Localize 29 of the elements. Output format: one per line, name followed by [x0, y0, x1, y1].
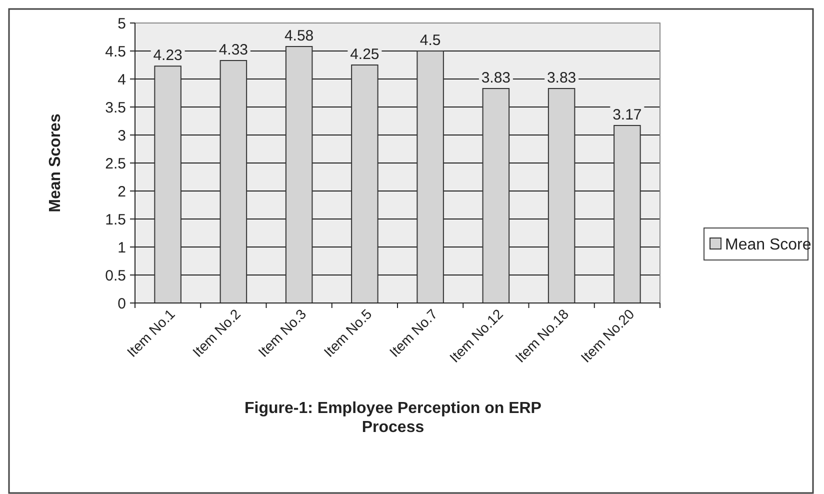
- y-tick-label: 2.5: [105, 155, 126, 172]
- y-tick-label: 5: [118, 15, 126, 32]
- data-label: 4.5: [420, 32, 441, 49]
- bar: [154, 66, 182, 304]
- bar: [351, 64, 378, 304]
- data-label: 3.83: [481, 70, 511, 87]
- bar: [482, 88, 510, 304]
- y-tick-label: 2: [118, 183, 126, 200]
- y-tick-label: 0.5: [105, 267, 126, 284]
- data-label: 3.83: [546, 70, 576, 87]
- text: Figure-1: Employee Perception on ERP Process: [244, 400, 542, 436]
- y-tick-label: 3: [118, 127, 126, 144]
- bar: [285, 46, 313, 304]
- y-tick-label: 0: [118, 295, 126, 312]
- y-tick-label: 3.5: [105, 99, 126, 116]
- bar: [220, 60, 248, 304]
- data-label: 4.58: [284, 28, 314, 45]
- y-tick-label: 1: [118, 239, 126, 256]
- bar: [416, 50, 444, 304]
- data-label: 3.17: [612, 106, 642, 124]
- y-axis-title: Mean Scores: [47, 114, 64, 212]
- y-tick-label: 1.5: [105, 211, 126, 228]
- bar: [614, 124, 641, 304]
- data-label: 4.33: [218, 42, 248, 59]
- bar: [548, 88, 576, 304]
- data-label: 4.25: [350, 46, 380, 63]
- y-tick-label: 4: [118, 71, 126, 88]
- data-label: 4.23: [153, 47, 182, 64]
- y-tick-label: 4.5: [105, 43, 126, 60]
